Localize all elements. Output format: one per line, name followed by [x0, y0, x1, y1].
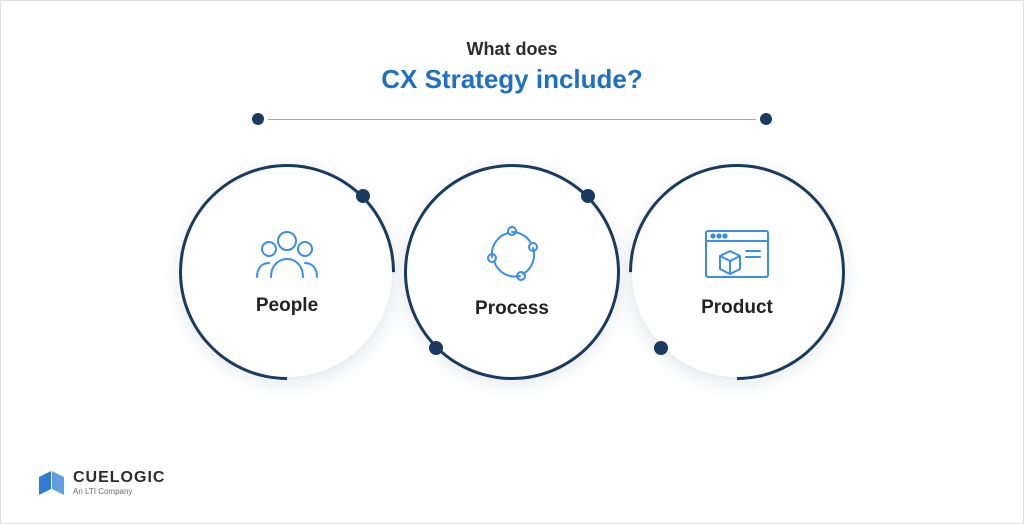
- node-dot-product: [654, 341, 668, 355]
- node-process: Process: [407, 167, 617, 377]
- node-dot-people: [356, 189, 370, 203]
- title-divider: [252, 113, 772, 125]
- node-label-people: People: [256, 295, 318, 317]
- divider-line: [268, 119, 756, 120]
- cycle-icon: [480, 224, 544, 284]
- node-inner-process: Process: [475, 224, 549, 320]
- divider-dot-right: [760, 113, 772, 125]
- brand-logo: CUELOGIC An LTI Company: [37, 469, 165, 497]
- node-product: Product: [632, 167, 842, 377]
- node-label-process: Process: [475, 298, 549, 320]
- node-dot-process-bl: [429, 341, 443, 355]
- logo-name: CUELOGIC: [73, 470, 165, 486]
- divider-dot-left: [252, 113, 264, 125]
- product-icon: [702, 225, 772, 283]
- flow-diagram: People Process: [1, 167, 1023, 377]
- logo-text: CUELOGIC An LTI Company: [73, 470, 165, 496]
- logo-subtitle: An LTI Company: [73, 488, 165, 496]
- node-inner-people: People: [251, 227, 323, 317]
- node-inner-product: Product: [701, 225, 773, 319]
- people-icon: [251, 227, 323, 281]
- title-line2: CX Strategy include?: [1, 64, 1023, 95]
- logo-mark-icon: [37, 469, 65, 497]
- title-line1: What does: [1, 39, 1023, 60]
- node-dot-process-tr: [581, 189, 595, 203]
- node-people: People: [182, 167, 392, 377]
- title-block: What does CX Strategy include?: [1, 1, 1023, 95]
- node-label-product: Product: [701, 297, 773, 319]
